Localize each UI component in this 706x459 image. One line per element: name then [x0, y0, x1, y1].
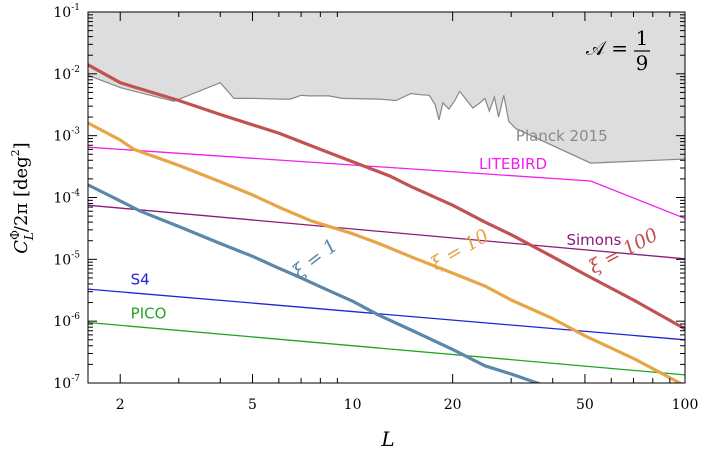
y-title-sub: L [22, 232, 36, 241]
y-title-unit-exp: 2 [9, 149, 22, 156]
annotation-denominator: 9 [636, 51, 649, 75]
x-tick-label: 10 [344, 397, 362, 413]
excluded-region-fill [88, 12, 685, 164]
series-label-simons: Simons [566, 231, 621, 249]
series-label-litebird: LITEBIRD [479, 155, 547, 173]
theory-curves-layer [88, 63, 685, 383]
x-tick-label: 100 [672, 397, 699, 413]
y-title-main: C [11, 240, 32, 254]
y-title-sup: Φ [8, 230, 22, 240]
y-tick-label: 10-2 [53, 65, 80, 83]
series-line-xi-10 [88, 121, 684, 383]
series-line-pico [88, 321, 685, 376]
plot-frame [87, 11, 686, 384]
series-line-litebird [88, 146, 685, 220]
annotation-lhs: 𝒜 = [586, 36, 628, 60]
series-line-xi-1 [88, 183, 543, 383]
series-label-planck-2015: Planck 2015 [516, 127, 608, 145]
x-tick-label: 50 [576, 397, 594, 413]
y-title-rest: /2π [deg [11, 156, 32, 232]
annotation-numerator: 1 [636, 26, 649, 50]
y-tick-label: 10-1 [53, 3, 80, 21]
y-title-close: ] [11, 142, 32, 149]
x-axis-title: L [380, 427, 394, 451]
x-tick-label: 5 [248, 397, 257, 413]
y-tick-label: 10-7 [53, 374, 80, 392]
y-tick-label: 10-4 [53, 189, 80, 207]
x-tick-label: 20 [444, 397, 462, 413]
series-line-xi-100 [88, 63, 685, 331]
series-label-pico: PICO [131, 305, 167, 323]
excluded-region-layer [88, 12, 685, 164]
svg-text:CΦL/2π [deg2]: CΦL/2π [deg2] [8, 142, 36, 253]
parameter-annotation: 𝒜 = 1 9 [586, 26, 650, 75]
series-line-s4 [88, 288, 685, 341]
y-tick-label: 10-5 [53, 250, 80, 268]
y-tick-label: 10-3 [53, 127, 80, 145]
excluded-region-boundary [88, 74, 685, 164]
series-line-simons [88, 204, 685, 260]
x-tick-label: 2 [116, 397, 125, 413]
experiment-curves-layer [88, 146, 685, 376]
y-tick-label: 10-6 [53, 312, 80, 330]
series-label-s4: S4 [131, 271, 150, 289]
y-axis-title: CΦL/2π [deg2] [8, 142, 36, 253]
